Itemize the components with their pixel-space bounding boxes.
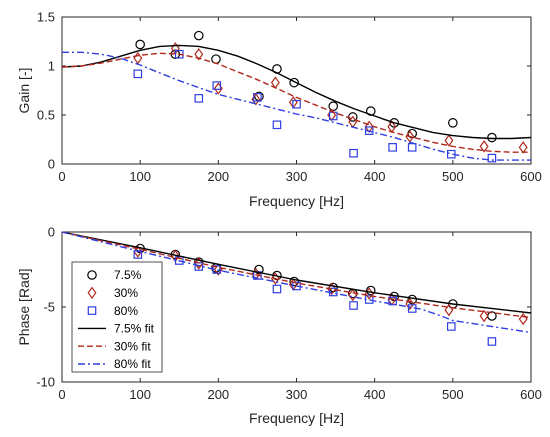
gain-point-80pct <box>194 94 204 103</box>
gain-chart: 0 100 200 300 400 500 600 0 0.5 1 1.5 Frequency [H… <box>16 10 542 210</box>
phase-ytick-label: -5 <box>43 300 55 315</box>
phase-point-7_5pct <box>289 276 299 287</box>
phase-xtick-label: 100 <box>129 387 151 402</box>
phase-ytick-label: -10 <box>36 375 55 390</box>
legend-marker-30pct <box>87 286 97 300</box>
phase-series-30pct-fit <box>61 231 532 319</box>
phase-xtick-label: 200 <box>207 387 229 402</box>
gain-series-7_5pct-fit <box>61 44 532 140</box>
gain-point-80pct <box>388 143 397 152</box>
gain-point-80pct <box>349 148 358 158</box>
phase-point-80pct <box>388 296 397 306</box>
gain-point-7_5pct <box>448 118 458 128</box>
phase-point-7_5pct <box>365 285 376 296</box>
phase-xtick-label: 500 <box>442 387 464 402</box>
phase-ylabel: Phase [Rad] <box>16 268 32 345</box>
legend-label-30pct: 30% <box>114 286 138 300</box>
phase-point-80pct <box>272 284 282 294</box>
legend-label-80pct: 80% <box>114 304 138 318</box>
gain-point-30pct <box>479 140 489 153</box>
gain-xtick-label: 100 <box>129 169 151 184</box>
gain-ytick-label: 0.5 <box>37 108 55 123</box>
gain-xtick-label: 500 <box>442 169 464 184</box>
gain-point-30pct <box>364 120 374 133</box>
gain-xtick-label: 300 <box>286 169 308 184</box>
phase-point-30pct <box>479 309 489 323</box>
gain-point-7_5pct <box>289 77 299 88</box>
phase-xlabel: Frequency [Hz] <box>249 410 344 426</box>
gain-point-80pct <box>364 126 374 135</box>
gain-ylabel: Gain [-] <box>16 68 32 114</box>
gain-point-7_5pct <box>193 30 204 41</box>
gain-series-80pct-fit <box>62 51 531 161</box>
gain-point-80pct <box>292 99 301 109</box>
gain-point-7_5pct <box>328 101 339 111</box>
legend-label-7_5pct: 7.5% <box>114 268 142 282</box>
gain-xtick-label: 600 <box>520 169 542 184</box>
gain-xtick-label: 200 <box>207 169 229 184</box>
phase-point-80pct <box>349 301 358 310</box>
gain-ytick-label: 1.5 <box>37 10 55 25</box>
gain-xtick-label: 0 <box>58 169 65 184</box>
gain-xlabel: Frequency [Hz] <box>249 193 344 209</box>
phase-point-30pct <box>327 282 337 296</box>
gain-point-80pct <box>272 120 282 130</box>
phase-xtick-label: 0 <box>58 387 65 402</box>
legend: 7.5% 30% 80% 7.5% fit 30% fit 80% fit <box>71 261 163 373</box>
legend-label-7_5pct-fit: 7.5% fit <box>114 322 155 336</box>
phase-series-80pct-fit <box>61 231 532 334</box>
gain-point-80pct <box>487 153 497 163</box>
phase-xtick-label: 400 <box>364 387 386 402</box>
gain-point-80pct <box>212 81 222 90</box>
phase-xtick-label: 300 <box>286 387 308 402</box>
gain-point-7_5pct <box>389 118 400 128</box>
gain-point-7_5pct <box>487 132 497 143</box>
gain-ytick-label: 0 <box>48 157 55 172</box>
phase-point-80pct <box>446 322 456 331</box>
legend-label-80pct-fit: 80% fit <box>114 357 151 371</box>
phase-ytick-label: 0 <box>48 225 55 240</box>
gain-plot-area <box>61 16 532 165</box>
gain-ytick-label: 1 <box>48 59 55 74</box>
gain-series-30pct-fit <box>61 52 531 153</box>
phase-point-7_5pct <box>407 294 417 305</box>
legend-box <box>71 261 163 373</box>
gain-xtick-label: 400 <box>364 169 386 184</box>
legend-label-30pct-fit: 30% fit <box>114 339 151 353</box>
gain-point-80pct <box>133 69 143 79</box>
gain-point-30pct <box>444 134 454 147</box>
phase-point-80pct <box>487 337 497 346</box>
phase-series-7_5pct-fit <box>61 231 532 314</box>
phase-xtick-label: 600 <box>520 387 542 402</box>
legend-marker-7_5pct <box>87 270 97 280</box>
gain-point-80pct <box>253 93 262 102</box>
gain-point-30pct <box>194 48 204 61</box>
gain-point-7_5pct <box>135 39 145 50</box>
phase-point-30pct <box>405 297 415 311</box>
legend-marker-80pct <box>87 306 97 315</box>
phase-point-80pct <box>174 256 184 265</box>
